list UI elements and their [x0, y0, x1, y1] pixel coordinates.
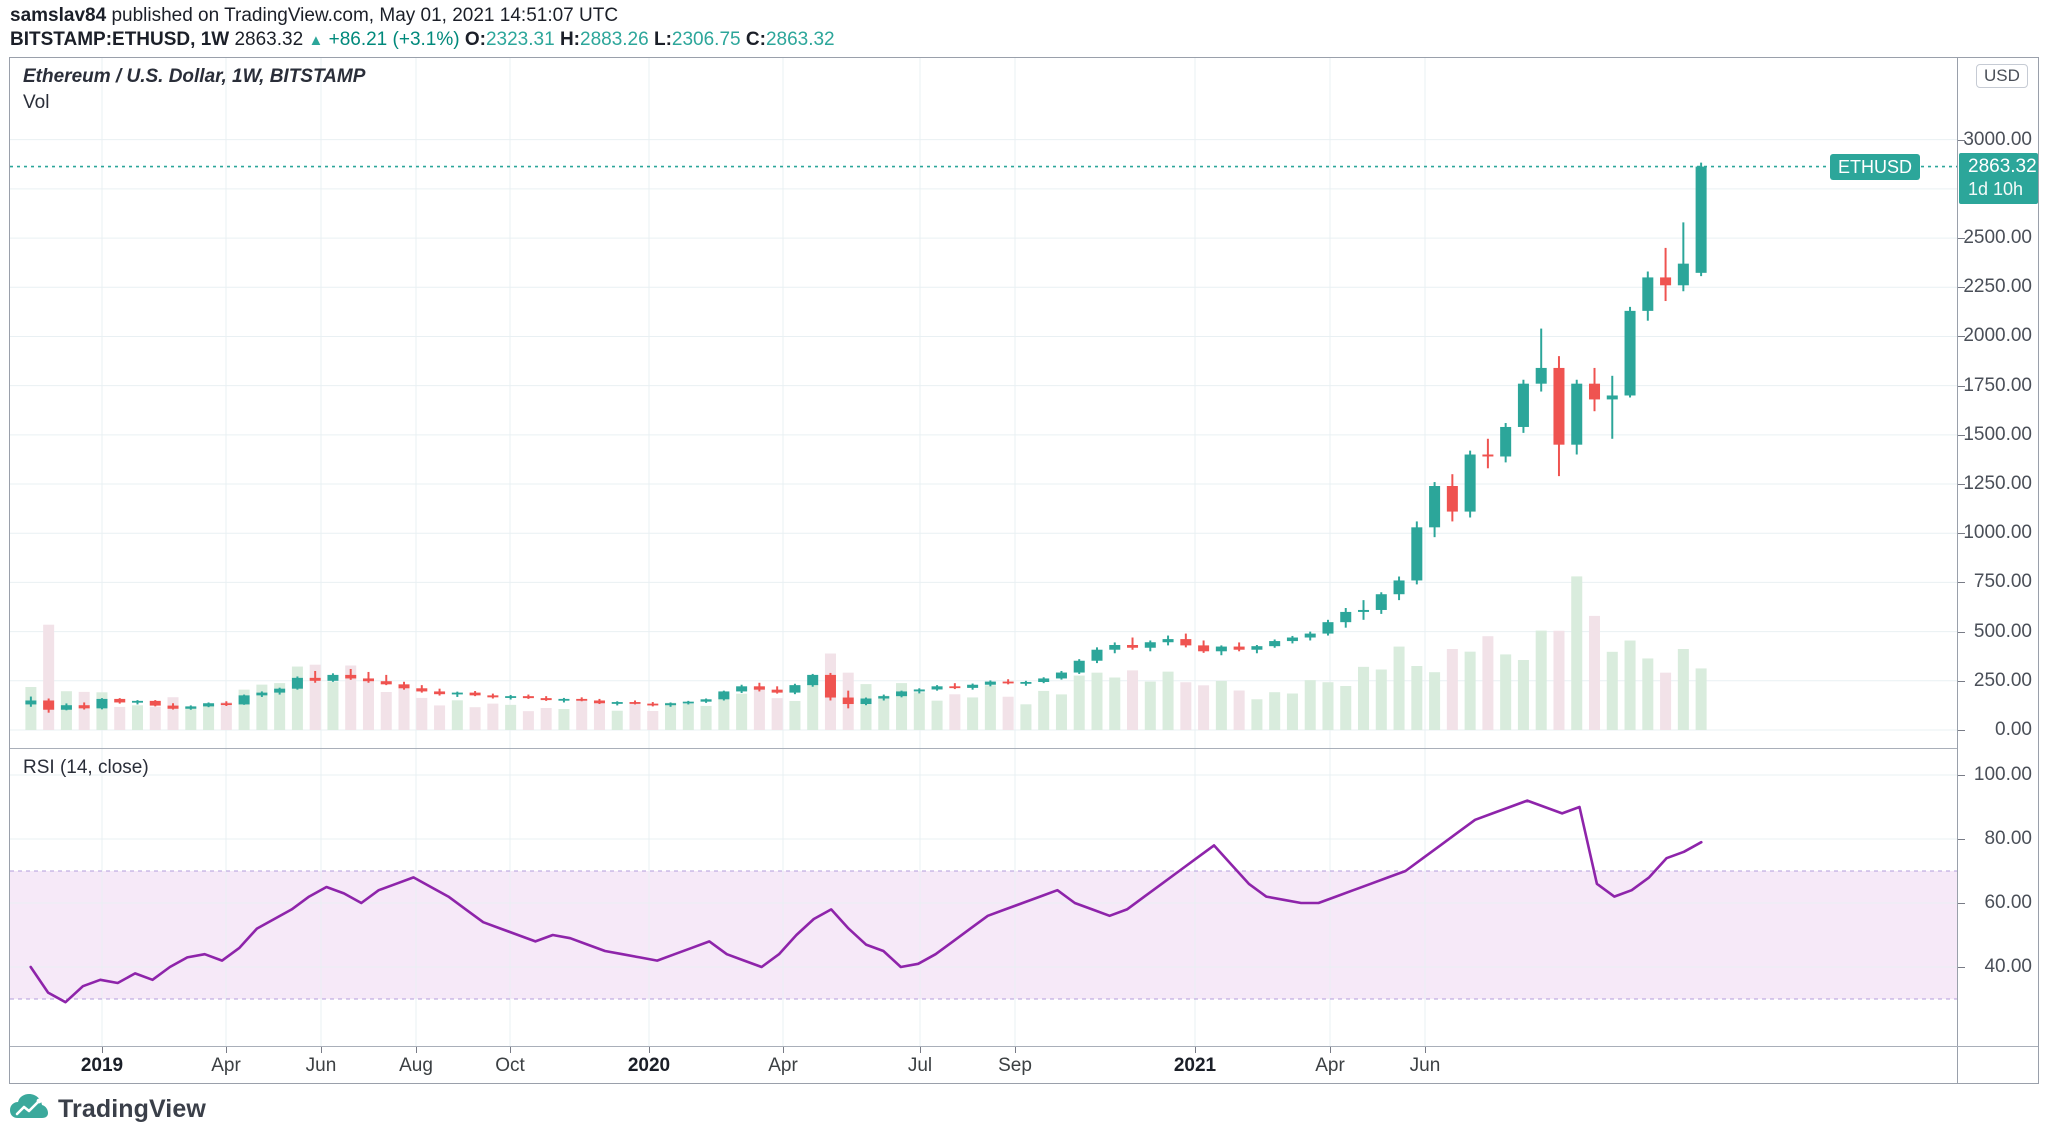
price-plot[interactable] — [10, 58, 1957, 748]
axis-divider — [1957, 58, 1958, 1083]
price-axis-label: 0.00 — [1995, 719, 2032, 740]
time-axis-tick — [783, 1047, 784, 1053]
price-axis-label: 1500.00 — [1963, 423, 2032, 445]
price-axis-label: 2000.00 — [1963, 325, 2032, 347]
price-axis-tick — [1958, 680, 1965, 682]
price-axis-label: 1250.00 — [1963, 473, 2032, 495]
rsi-axis-label: 60.00 — [1984, 892, 2032, 913]
price-axis-label: 1000.00 — [1963, 522, 2032, 544]
rsi-axis-label: 100.00 — [1973, 764, 2032, 785]
high-key: H: — [559, 29, 580, 50]
time-axis-label: Jun — [305, 1055, 337, 1076]
change-arrow-icon: ▲ — [308, 32, 324, 49]
rsi-axis-label: 40.00 — [1984, 956, 2032, 977]
price-axis-tick — [1958, 385, 1965, 387]
publisher-username: samslav84 — [10, 5, 107, 26]
time-axis-divider — [10, 1046, 2038, 1047]
price-axis-tick — [1958, 631, 1965, 633]
price-axis-label: 250.00 — [1973, 669, 2032, 691]
rsi-axis-label: 80.00 — [1984, 828, 2032, 849]
pane-divider — [10, 748, 1957, 749]
symbol-ticker: BITSTAMP:ETHUSD, 1W — [10, 29, 230, 50]
publish-line: samslav84 published on TradingView.com, … — [10, 4, 618, 28]
time-axis-tick — [920, 1047, 921, 1053]
price-axis-tick — [1958, 238, 1965, 240]
rsi-pane[interactable]: RSI (14, close) — [10, 749, 1957, 1046]
time-axis-tick — [1330, 1047, 1331, 1053]
time-axis-tick — [1015, 1047, 1016, 1053]
current-price-value: 2863.32 — [1968, 155, 2037, 177]
current-price-tag[interactable]: 2863.32 1d 10h — [1959, 152, 2038, 204]
time-axis-tick — [416, 1047, 417, 1053]
price-axis-tick — [1958, 336, 1965, 338]
time-axis-label: Sep — [998, 1055, 1032, 1076]
time-axis-label: 2021 — [1173, 1055, 1217, 1076]
price-pane-title: Ethereum / U.S. Dollar, 1W, BITSTAMP — [23, 66, 366, 87]
low-value: 2306.75 — [671, 29, 741, 50]
price-axis-tick — [1958, 533, 1965, 535]
open-value: 2323.31 — [485, 29, 555, 50]
time-axis-tick — [649, 1047, 650, 1053]
time-axis-label: Apr — [211, 1055, 241, 1076]
rsi-axis-tick — [1958, 967, 1965, 968]
time-axis-label: Jun — [1409, 1055, 1441, 1076]
time-axis-tick — [510, 1047, 511, 1053]
rsi-plot[interactable] — [10, 749, 1957, 1046]
low-key: L: — [653, 29, 672, 50]
close-key: C: — [745, 29, 766, 50]
price-change: +86.21 (+3.1%) — [328, 29, 460, 50]
time-axis-tick — [102, 1047, 103, 1053]
rsi-axis-tick — [1958, 775, 1965, 776]
price-axis[interactable]: USD 3000.00 2500.00 2250.00 2000.00 1750.00 1… — [1958, 58, 2038, 1046]
time-axis-label: Aug — [399, 1055, 433, 1076]
time-axis-label: Oct — [495, 1055, 525, 1076]
time-axis-tick — [1425, 1047, 1426, 1053]
symbol-quote-line: BITSTAMP:ETHUSD, 1W 2863.32 ▲ +86.21 (+3… — [10, 28, 835, 53]
price-axis-label: 750.00 — [1973, 571, 2032, 593]
high-value: 2883.26 — [580, 29, 649, 50]
time-axis-label: Apr — [768, 1055, 798, 1076]
tradingview-logo-icon — [10, 1094, 48, 1118]
price-axis-tick — [1958, 484, 1965, 486]
price-axis-tick — [1958, 139, 1965, 141]
price-axis-label: 2250.00 — [1963, 276, 2032, 298]
price-axis-tick — [1958, 287, 1965, 289]
chart-frame[interactable]: Ethereum / U.S. Dollar, 1W, BITSTAMP Vol… — [9, 57, 2039, 1084]
volume-pane-title: Vol — [23, 92, 50, 113]
tradingview-wordmark: TradingView — [58, 1094, 206, 1123]
time-axis-tick — [226, 1047, 227, 1053]
open-key: O: — [464, 29, 486, 50]
price-axis-label: 2500.00 — [1963, 227, 2032, 249]
time-axis-label: 2019 — [80, 1055, 124, 1076]
price-axis-tick — [1958, 582, 1965, 584]
price-pane[interactable]: Ethereum / U.S. Dollar, 1W, BITSTAMP Vol — [10, 58, 1957, 748]
price-axis-label: 500.00 — [1973, 620, 2032, 642]
time-axis-tick — [321, 1047, 322, 1053]
price-axis-label: 3000.00 — [1963, 128, 2032, 150]
rsi-pane-title: RSI (14, close) — [23, 757, 149, 778]
time-axis-label: 2020 — [627, 1055, 671, 1076]
rsi-axis-tick — [1958, 903, 1965, 904]
currency-badge[interactable]: USD — [1976, 64, 2028, 88]
time-axis-tick — [1195, 1047, 1196, 1053]
price-axis-tick — [1958, 730, 1965, 731]
rsi-axis-tick — [1958, 839, 1965, 840]
close-value: 2863.32 — [765, 29, 835, 50]
price-axis-label: 1750.00 — [1963, 374, 2032, 396]
price-axis-tick — [1958, 434, 1965, 436]
publish-meta: published on TradingView.com, May 01, 20… — [111, 5, 619, 26]
series-symbol-tag[interactable]: ETHUSD — [1830, 153, 1921, 180]
time-axis-label: Jul — [907, 1055, 933, 1076]
footer-branding: TradingView — [10, 1094, 206, 1124]
bar-countdown: 1d 10h — [1968, 178, 2024, 199]
time-axis-label: Apr — [1315, 1055, 1345, 1076]
time-axis[interactable]: 2019 Apr Jun Aug Oct 2020 Apr Jul Sep 2021 Apr Jun — [10, 1047, 2038, 1084]
last-price: 2863.32 — [234, 29, 304, 50]
